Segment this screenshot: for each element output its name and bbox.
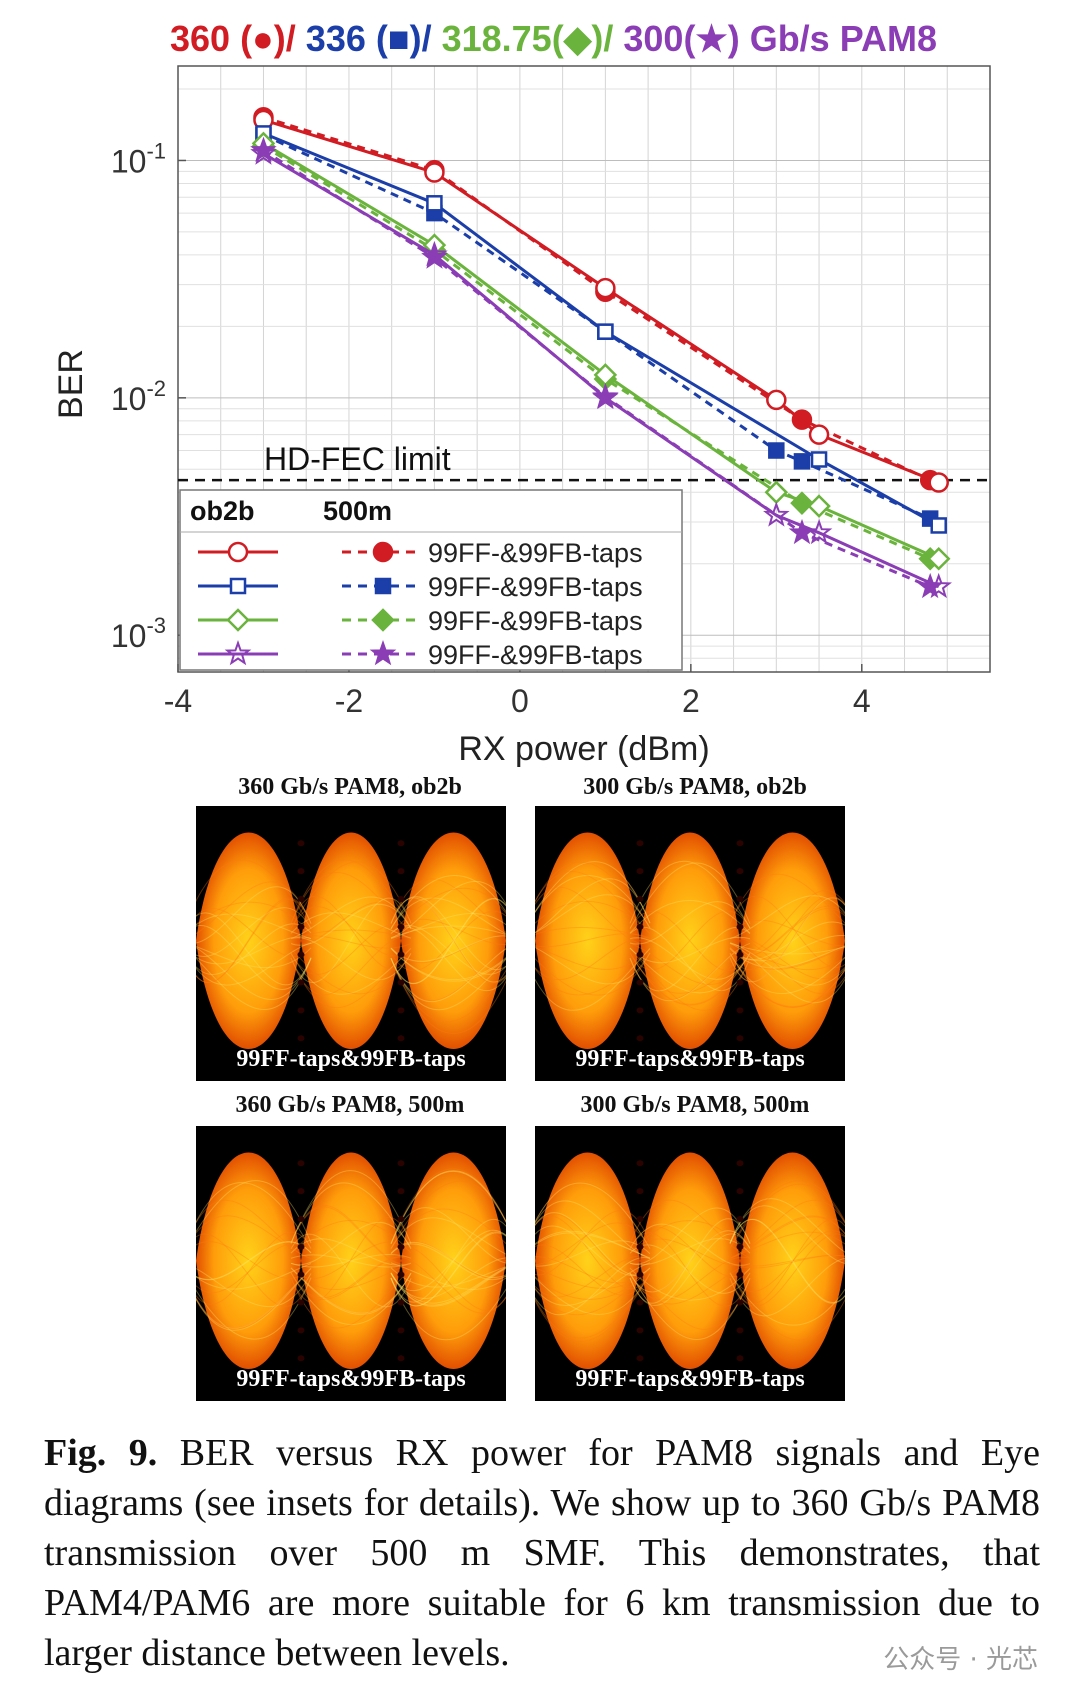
watermark: 公众号 · 光芯 [883, 1645, 1038, 1675]
data-point-ob2b [926, 546, 951, 571]
data-point-ob2b [925, 572, 952, 599]
legend: ob2b 500m 99FF-&99FB-taps 99FF-&99FB-taps 99… [179, 489, 683, 671]
data-point-ob2b [250, 139, 277, 165]
caption-text: BER versus RX power for PAM8 signals and… [44, 1432, 1040, 1674]
figure-caption: Fig. 9. BER versus RX power for PAM8 sig… [44, 1428, 1040, 1678]
eye-label: 99FF-taps&99FB-taps [236, 1046, 466, 1072]
y-tick-label: 10-2 [111, 376, 166, 417]
data-point-ob2b [592, 383, 619, 410]
legend-marker-500m [372, 541, 394, 563]
x-tick-label: 0 [511, 683, 529, 719]
data-point-ob2b [595, 277, 616, 299]
y-tick-label: 10-1 [111, 138, 166, 179]
legend-entry-label: 99FF-&99FB-taps [428, 606, 643, 636]
series-line-ob2b [262, 152, 940, 589]
series-line-km500 [262, 133, 931, 520]
data-point-ob2b [766, 389, 787, 411]
eye-pattern [196, 1152, 506, 1370]
eye-diagram-300-500m: 99FF-taps&99FB-taps [535, 1126, 845, 1401]
eye-diagram-360-ob2b: 99FF-taps&99FB-taps [196, 806, 506, 1081]
eye-label: 99FF-taps&99FB-taps [575, 1366, 805, 1392]
series-line-km500 [263, 115, 931, 482]
legend-marker-500m [374, 577, 392, 595]
eye-title-1: 360 Gb/s PAM8, ob2b [238, 774, 462, 800]
title-part-360: 360 (●)/ [170, 18, 306, 59]
chart-title: 360 (●)/ 336 (■)/ 318.75(◆)/ 300(★) Gb/s… [170, 18, 1000, 60]
data-point-km500 [768, 442, 785, 459]
legend-marker-ob2b [229, 577, 247, 595]
y-tick-label: 10-3 [111, 613, 166, 654]
title-part-300: 300(★) Gb/s PAM8 [623, 18, 938, 59]
y-axis-label: BER [52, 349, 90, 419]
series-diamond [251, 131, 951, 571]
caption-lead: Fig. 9. [44, 1432, 158, 1474]
legend-marker-ob2b [226, 608, 250, 632]
legend-entry-label: 99FF-&99FB-taps [428, 572, 643, 602]
eye-title-3: 360 Gb/s PAM8, 500m [235, 1092, 465, 1118]
data-point-ob2b [808, 424, 830, 445]
legend-marker-ob2b [224, 639, 252, 666]
x-tick-label: -4 [164, 683, 192, 719]
eye-diagram-360-500m: 99FF-taps&99FB-taps [196, 1126, 506, 1401]
legend-entry-label: 99FF-&99FB-taps [428, 538, 643, 568]
series-line-ob2b [263, 118, 940, 484]
legend-header-ob2b: ob2b [190, 496, 255, 526]
data-point-ob2b [426, 195, 443, 212]
data-point-ob2b [810, 451, 828, 468]
data-point-ob2b [930, 517, 947, 534]
x-tick-label: 2 [682, 683, 700, 719]
series-star [250, 136, 952, 599]
legend-box [179, 489, 683, 671]
legend-entry-label: 99FF-&99FB-taps [428, 640, 643, 670]
data-point-ob2b [805, 518, 833, 545]
eye-pattern [535, 1152, 845, 1370]
legend-marker-ob2b [227, 541, 249, 563]
x-axis-label: RX power (dBm) [458, 730, 709, 768]
eye-title-2: 300 Gb/s PAM8, ob2b [583, 774, 807, 800]
x-tick-label: 4 [853, 683, 871, 719]
eye-title-4: 300 Gb/s PAM8, 500m [580, 1092, 810, 1118]
data-point-ob2b [807, 494, 831, 518]
data-point-ob2b [424, 162, 445, 183]
legend-marker-500m [369, 639, 397, 666]
legend-header-500m: 500m [323, 496, 392, 526]
eye-pattern [535, 832, 845, 1050]
eye-diagram-300-ob2b: 99FF-taps&99FB-taps [535, 806, 845, 1081]
series-line-km500 [262, 144, 931, 561]
ber-chart: -4 -2 0 2 4 10-1 10-2 10-3 RX power (dBm) BER HD-F… [52, 65, 991, 768]
data-point-km500 [793, 453, 811, 470]
title-part-318: 318.75(◆)/ [441, 18, 624, 59]
plot-frame [177, 65, 991, 673]
eye-label: 99FF-taps&99FB-taps [575, 1046, 805, 1072]
data-point-ob2b [421, 240, 448, 267]
data-point-ob2b [928, 472, 949, 493]
hd-fec-limit-label: HD-FEC limit [264, 441, 451, 477]
series-circle [253, 107, 949, 493]
eye-label: 99FF-taps&99FB-taps [236, 1366, 466, 1392]
series-line-ob2b [262, 142, 940, 561]
title-part-336: 336 (■)/ [305, 18, 442, 59]
series-square [255, 125, 947, 534]
data-point-ob2b [597, 323, 614, 340]
eye-pattern [196, 832, 506, 1050]
data-point-ob2b [763, 501, 790, 527]
legend-marker-500m [371, 608, 395, 632]
x-tick-label: -2 [335, 683, 363, 719]
